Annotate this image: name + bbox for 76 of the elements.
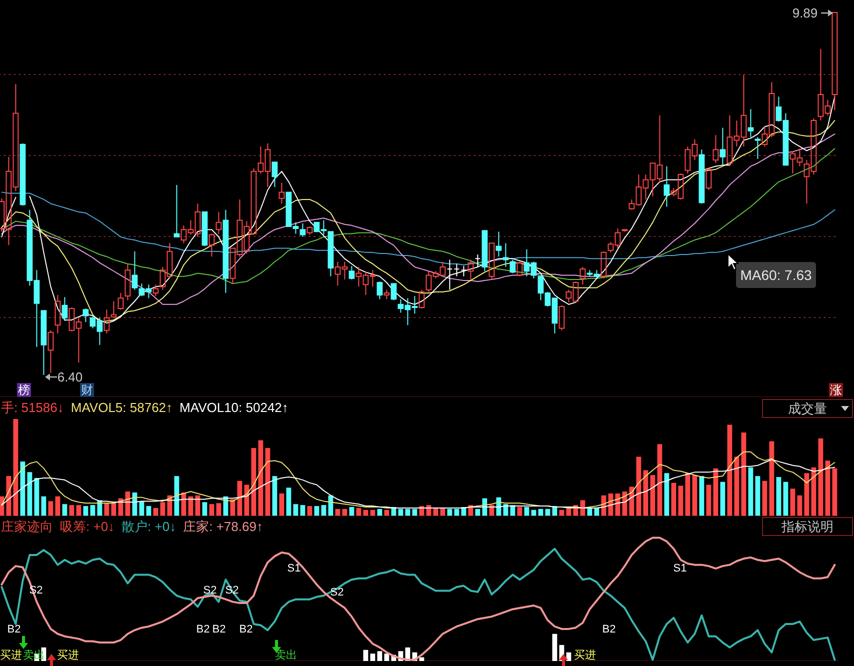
bar [314, 506, 320, 516]
bar [90, 505, 96, 516]
bar [762, 480, 768, 516]
bar [62, 504, 68, 516]
bar [671, 482, 676, 516]
candlestick [222, 209, 229, 294]
bar [279, 493, 284, 516]
text: MAVOL10: 50242↑ [180, 400, 288, 415]
candlestick [54, 294, 61, 334]
bar [776, 477, 782, 516]
annotation: 买进 [574, 650, 596, 662]
annotation: B2 [239, 624, 253, 636]
bar [300, 505, 306, 516]
bar [216, 503, 222, 516]
bar [678, 486, 684, 516]
bar [370, 654, 376, 661]
series-label: 庄家: +78.69↑ [183, 519, 263, 534]
bar [790, 488, 796, 516]
badge: 榜 [17, 383, 31, 397]
bar [83, 506, 88, 516]
bar [202, 502, 208, 516]
bar [125, 492, 130, 516]
bar [755, 476, 760, 516]
bar [783, 482, 788, 516]
annotation: 6.40 [57, 369, 83, 384]
annotation: B2 [7, 624, 21, 636]
bar [706, 484, 712, 516]
bar [160, 502, 166, 516]
bar [321, 505, 326, 516]
text: 吸筹: +0↓ [60, 519, 115, 534]
bar [720, 482, 726, 516]
candlestick [208, 233, 215, 258]
bar [41, 496, 46, 516]
text: MAVOL5: 58762↑ [70, 400, 173, 415]
annotation: S1 [287, 562, 301, 574]
bar [209, 504, 214, 516]
bar [293, 504, 298, 516]
bar [76, 505, 82, 516]
bar [769, 441, 774, 516]
candlestick [664, 166, 670, 208]
series-label: 手: 51586↓ [1, 400, 64, 415]
annotation: B2 [212, 624, 226, 636]
annotation: S2 [203, 584, 217, 596]
badge: 涨 [829, 383, 843, 397]
annotation: S1 [673, 562, 687, 574]
bar [748, 467, 754, 516]
button: 指标说明 [762, 517, 853, 536]
text: 散户: +0↓ [122, 519, 176, 534]
annotation: 9.89 [792, 5, 818, 20]
annotation: B2 [602, 624, 616, 636]
bar [692, 475, 698, 516]
annotation: 卖出 [275, 650, 297, 662]
dropdown: 成交量 [762, 399, 853, 418]
candlestick [468, 259, 474, 280]
bar [69, 505, 74, 516]
candlestick [446, 259, 453, 290]
annotation: B2 [196, 624, 210, 636]
annotation: MA60: 7.63 [740, 267, 812, 283]
bar [55, 496, 60, 516]
annotation: S2 [330, 586, 344, 598]
bar [307, 506, 312, 516]
candlestick [720, 127, 726, 166]
bar [363, 650, 368, 661]
annotation: 买进 [57, 650, 79, 662]
chart-title: 庄家迹向 [1, 519, 53, 534]
bar [377, 651, 382, 661]
candlestick [502, 242, 509, 268]
bar [48, 501, 54, 516]
bar [552, 634, 558, 661]
bar [797, 495, 802, 516]
badge: 财 [80, 383, 94, 397]
bar [832, 468, 838, 516]
bar [146, 506, 152, 516]
tooltip: MA60: 7.63 [736, 262, 816, 288]
annotation: 买进 [0, 650, 22, 662]
bar [286, 488, 292, 516]
